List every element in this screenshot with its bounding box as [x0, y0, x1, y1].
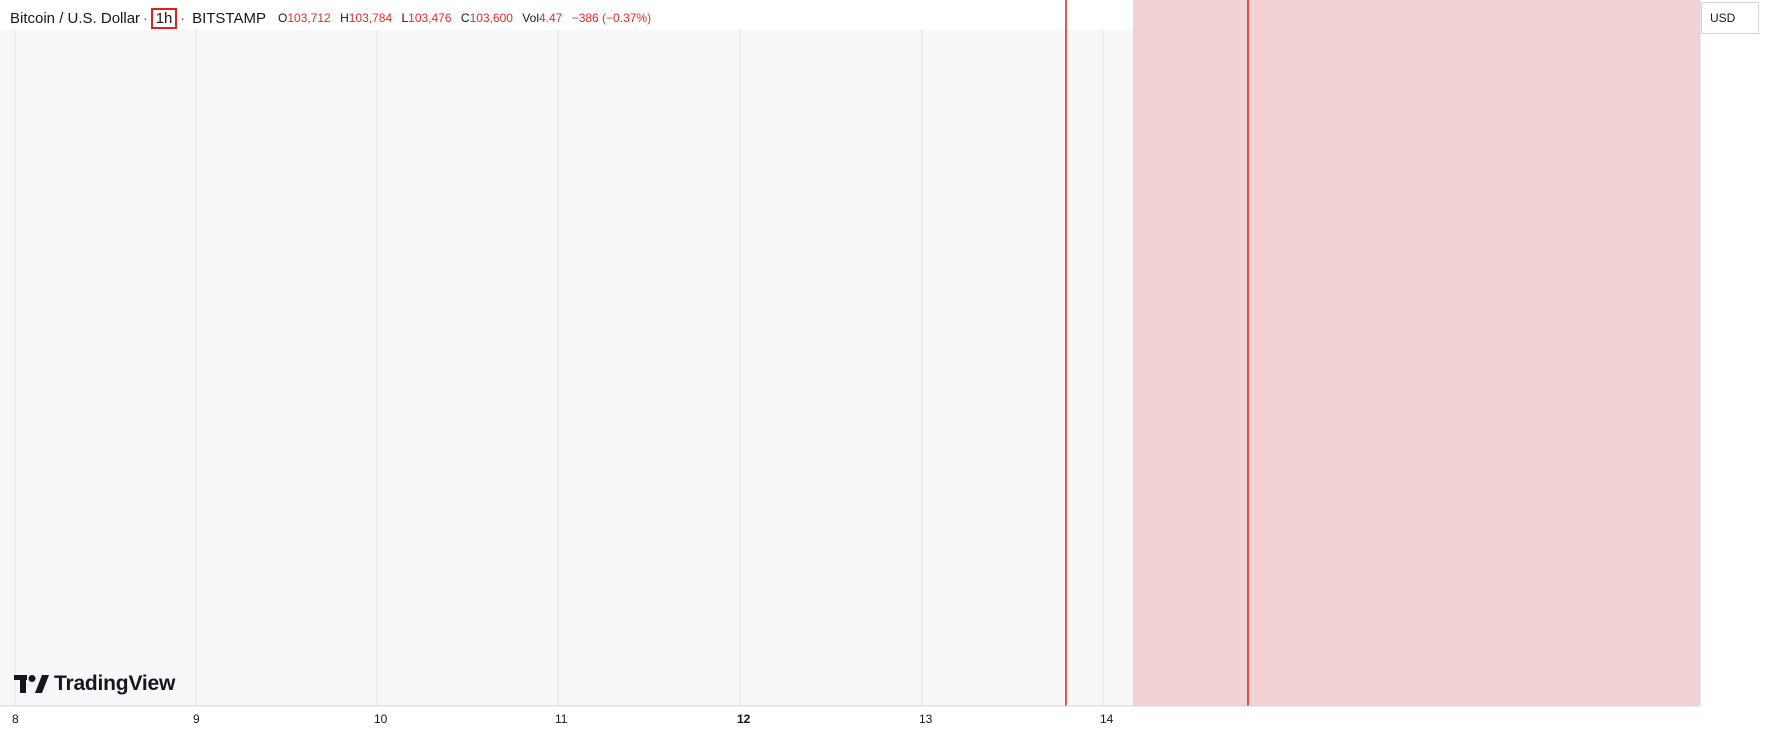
tradingview-wordmark: TradingView: [54, 672, 176, 695]
open-value: 103,712: [287, 11, 331, 25]
price-axis: [1700, 0, 1766, 735]
time-tick-label: 9: [193, 712, 200, 726]
ohlc-readout: O103,712 H103,784 L103,476 C103,600 Vol4…: [278, 11, 657, 25]
tradingview-logo[interactable]: TradingView: [14, 672, 175, 696]
low-value: 103,476: [408, 11, 452, 25]
volume-value: 4.47: [538, 11, 563, 25]
grid-lines: [14, 30, 1104, 706]
time-tick-label: 10: [374, 712, 388, 726]
close-value: 103,600: [469, 11, 513, 25]
currency-button[interactable]: USD: [1701, 2, 1759, 34]
symbol-name[interactable]: Bitcoin / U.S. Dollar: [10, 9, 141, 27]
time-axis-ticks: 8 9 10 11 12 13 14: [12, 712, 1114, 726]
close-label: C: [460, 11, 470, 25]
interval-badge[interactable]: 1h: [150, 7, 178, 29]
change-value: −386 (−0.37%): [571, 11, 652, 25]
forecast-zone: [1133, 0, 1700, 706]
time-tick-label: 14: [1100, 712, 1114, 726]
high-label: H: [340, 11, 349, 25]
time-tick-label: 13: [919, 712, 933, 726]
low-label: L: [401, 11, 409, 25]
open-label: O: [277, 11, 288, 25]
exchange-name: BITSTAMP: [192, 9, 266, 27]
time-tick-label: 11: [555, 712, 568, 726]
high-value: 103,784: [348, 11, 393, 25]
time-tick-label: 12: [737, 712, 751, 726]
separator-dot: ·: [143, 10, 148, 26]
separator-dot: ·: [180, 10, 186, 26]
time-tick-label: 8: [12, 712, 19, 726]
tradingview-logo-icon: [14, 675, 49, 693]
volume-label: Vol: [522, 11, 539, 25]
symbol-header: Bitcoin / U.S. Dollar · 1h · BITSTAMP O1…: [10, 7, 657, 29]
